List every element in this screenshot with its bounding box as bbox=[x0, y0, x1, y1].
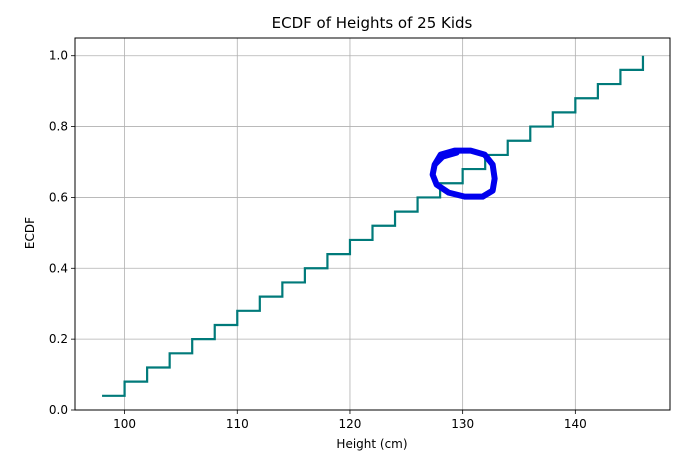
hand-drawn-circle-annotation bbox=[429, 147, 498, 200]
x-tick-label: 110 bbox=[226, 417, 249, 431]
x-tick-label: 130 bbox=[451, 417, 474, 431]
series-layer bbox=[102, 55, 645, 397]
tick-layer: 100 110 120 130 140 0.0 0.2 0.4 0.6 0.8 1.0 bbox=[49, 49, 587, 431]
y-axis-label: ECDF bbox=[23, 217, 37, 249]
ecdf-step-line bbox=[102, 55, 645, 397]
plot-frame bbox=[74, 37, 671, 411]
y-tick-label: 1.0 bbox=[49, 49, 68, 63]
annotation-layer bbox=[429, 147, 498, 200]
y-tick-label: 0.2 bbox=[49, 332, 68, 346]
chart-title: ECDF of Heights of 25 Kids bbox=[272, 14, 473, 32]
x-tick-label: 100 bbox=[113, 417, 136, 431]
y-tick-label: 0.8 bbox=[49, 120, 68, 134]
x-tick-label: 140 bbox=[564, 417, 587, 431]
y-tick-label: 0.6 bbox=[49, 190, 68, 204]
y-tick-label: 0.4 bbox=[49, 261, 68, 275]
x-tick-label: 120 bbox=[339, 417, 362, 431]
x-axis-label: Height (cm) bbox=[336, 437, 407, 451]
grid bbox=[75, 38, 670, 411]
y-tick-label: 0.0 bbox=[49, 403, 68, 417]
